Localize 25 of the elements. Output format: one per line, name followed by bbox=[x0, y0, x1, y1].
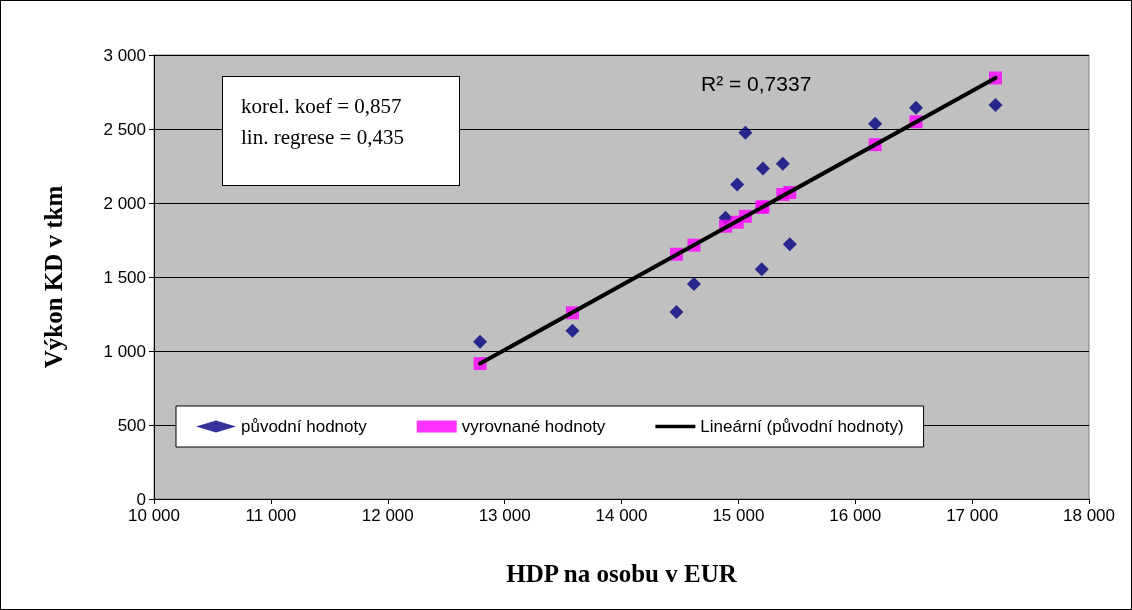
annotation: R² = 0,7337 bbox=[701, 72, 812, 95]
legend-label: Lineární (původní hodnoty) bbox=[700, 417, 904, 436]
y-tick-label: 500 bbox=[117, 415, 146, 435]
legend-label: vyrovnané hodnoty bbox=[461, 417, 606, 436]
y-tick-label: 2 500 bbox=[103, 119, 146, 139]
x-tick-label: 14 000 bbox=[595, 506, 648, 525]
y-tick-label: 3 000 bbox=[103, 45, 146, 65]
x-tick-label: 16 000 bbox=[829, 506, 882, 525]
annotation: korel. koef = 0,857 bbox=[241, 93, 403, 120]
y-tick-label: 1 000 bbox=[103, 341, 146, 361]
y-tick-label: 0 bbox=[136, 489, 146, 509]
y-tick-label: 2 000 bbox=[103, 193, 146, 213]
x-tick-label: 18 000 bbox=[1063, 506, 1115, 525]
x-tick-label: 12 000 bbox=[361, 506, 414, 525]
x-axis-title: HDP na osobu v EUR bbox=[506, 560, 738, 587]
annotation: lin. regrese = 0,435 bbox=[241, 124, 405, 151]
x-tick-label: 15 000 bbox=[712, 506, 765, 525]
text-box: korel. koef = 0,857 lin. regrese = 0,435 bbox=[222, 76, 460, 186]
x-tick-label: 11 000 bbox=[245, 506, 297, 525]
x-tick-label: 17 000 bbox=[946, 506, 999, 525]
y-tick-label: 1 500 bbox=[103, 267, 146, 287]
x-tick-label: 13 000 bbox=[478, 506, 531, 525]
legend-label: původní hodnoty bbox=[241, 417, 368, 436]
x-tick-label: 10 000 bbox=[128, 506, 180, 525]
y-axis-title: Výkon KD v tkm bbox=[40, 185, 67, 369]
